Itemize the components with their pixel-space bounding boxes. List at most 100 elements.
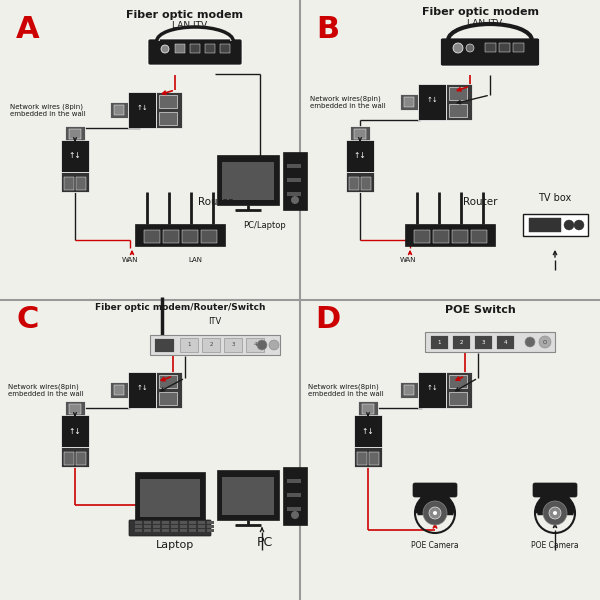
Wedge shape bbox=[157, 3, 233, 41]
Bar bbox=[224, 338, 242, 352]
Bar bbox=[159, 95, 177, 108]
Bar bbox=[114, 105, 124, 115]
Text: ITV: ITV bbox=[208, 317, 221, 325]
Bar bbox=[135, 525, 142, 528]
Bar bbox=[159, 392, 177, 405]
Bar bbox=[162, 525, 169, 528]
Bar bbox=[358, 401, 378, 417]
Circle shape bbox=[269, 340, 279, 350]
Bar bbox=[499, 43, 510, 52]
Bar bbox=[182, 230, 198, 243]
Bar bbox=[69, 404, 81, 414]
Bar bbox=[135, 472, 205, 522]
Bar bbox=[189, 521, 196, 524]
Bar bbox=[485, 43, 496, 52]
Bar bbox=[449, 87, 467, 100]
Bar bbox=[207, 525, 214, 528]
Bar bbox=[222, 477, 274, 515]
Text: 2: 2 bbox=[459, 340, 463, 344]
Wedge shape bbox=[535, 493, 575, 513]
Bar bbox=[198, 521, 205, 524]
Bar bbox=[207, 521, 214, 524]
Text: 3: 3 bbox=[231, 343, 235, 347]
Bar bbox=[418, 84, 446, 120]
Bar bbox=[128, 92, 156, 128]
Text: Network wires (8pin)
embedded in the wall: Network wires (8pin) embedded in the wal… bbox=[10, 103, 86, 117]
Bar bbox=[153, 525, 160, 528]
Bar bbox=[433, 230, 449, 243]
FancyBboxPatch shape bbox=[129, 520, 211, 536]
Bar bbox=[180, 338, 198, 352]
Bar bbox=[144, 525, 151, 528]
Text: 3: 3 bbox=[481, 340, 485, 344]
Bar bbox=[65, 126, 85, 142]
Bar bbox=[207, 529, 214, 532]
Bar bbox=[162, 529, 169, 532]
Bar bbox=[287, 479, 301, 483]
Circle shape bbox=[543, 501, 567, 525]
Text: Network wires(8pin)
embedded in the wall: Network wires(8pin) embedded in the wall bbox=[308, 383, 384, 397]
Text: WAN: WAN bbox=[122, 257, 138, 263]
Bar bbox=[61, 140, 89, 172]
FancyBboxPatch shape bbox=[148, 39, 242, 65]
Bar bbox=[283, 152, 307, 210]
Text: LAN ITV: LAN ITV bbox=[172, 22, 208, 31]
Text: 4: 4 bbox=[253, 343, 257, 347]
Circle shape bbox=[564, 220, 574, 230]
Bar bbox=[217, 155, 279, 205]
Bar bbox=[198, 529, 205, 532]
Text: O: O bbox=[543, 340, 547, 344]
Text: ↑↓: ↑↓ bbox=[426, 97, 438, 103]
Bar bbox=[357, 452, 367, 465]
Text: D: D bbox=[316, 305, 341, 335]
Text: Fiber optic modem: Fiber optic modem bbox=[127, 10, 244, 20]
Circle shape bbox=[257, 340, 267, 350]
Bar bbox=[189, 529, 196, 532]
Bar bbox=[144, 521, 151, 524]
Bar bbox=[283, 467, 307, 525]
Text: Laptop: Laptop bbox=[156, 540, 194, 550]
Bar bbox=[110, 382, 128, 398]
Bar bbox=[61, 415, 89, 447]
Circle shape bbox=[539, 336, 551, 348]
Bar bbox=[180, 529, 187, 532]
Bar bbox=[153, 529, 160, 532]
Bar bbox=[529, 218, 560, 232]
Bar bbox=[449, 375, 467, 388]
Bar bbox=[110, 102, 128, 118]
Bar bbox=[446, 84, 472, 120]
Bar bbox=[287, 178, 301, 182]
Text: POE Camera: POE Camera bbox=[411, 541, 459, 550]
Bar bbox=[135, 521, 142, 524]
Bar bbox=[354, 129, 366, 139]
Circle shape bbox=[291, 196, 299, 204]
Bar bbox=[400, 382, 418, 398]
Circle shape bbox=[429, 507, 441, 519]
Bar bbox=[64, 177, 74, 190]
Bar bbox=[404, 97, 414, 107]
Bar bbox=[222, 162, 274, 200]
Bar bbox=[404, 385, 414, 395]
Text: ↑↓: ↑↓ bbox=[362, 427, 374, 436]
Text: Router: Router bbox=[198, 197, 232, 207]
Bar bbox=[180, 521, 187, 524]
Text: LAN ITV: LAN ITV bbox=[467, 19, 503, 28]
Bar bbox=[175, 44, 185, 53]
Bar bbox=[361, 177, 371, 190]
Text: ↑↓: ↑↓ bbox=[136, 105, 148, 111]
Bar bbox=[474, 335, 492, 349]
Bar bbox=[287, 192, 301, 196]
Bar bbox=[202, 338, 220, 352]
Text: Network wires(8pin)
embedded in the wall: Network wires(8pin) embedded in the wall bbox=[8, 383, 84, 397]
Bar bbox=[163, 230, 179, 243]
Bar bbox=[159, 375, 177, 388]
Bar bbox=[140, 479, 200, 517]
Bar bbox=[61, 172, 89, 192]
Bar bbox=[144, 529, 151, 532]
Bar bbox=[154, 338, 174, 352]
Bar bbox=[198, 525, 205, 528]
Bar bbox=[346, 172, 374, 192]
Bar bbox=[201, 230, 217, 243]
Bar bbox=[190, 44, 200, 53]
Bar bbox=[162, 521, 169, 524]
